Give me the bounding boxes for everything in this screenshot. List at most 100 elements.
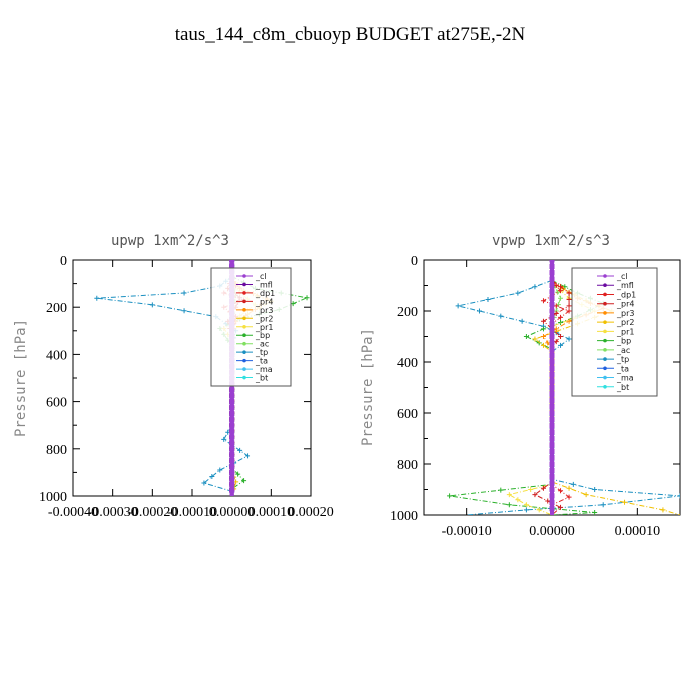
legend-marker (242, 308, 246, 312)
data-point (677, 493, 680, 499)
data-point (553, 283, 559, 288)
data-point (600, 502, 606, 508)
data-point (94, 295, 100, 301)
data-point (549, 289, 555, 295)
figure-title: taus_144_c8m_cbuoyp BUDGET at275E,-2N (175, 24, 526, 45)
data-point (229, 410, 235, 416)
data-point (549, 283, 555, 288)
series-line-bp (219, 276, 309, 496)
legend-label: _pr2 (255, 314, 273, 323)
data-point (506, 492, 512, 498)
y-tick-label: 400 (46, 348, 67, 363)
data-point (570, 481, 576, 487)
legend-marker (603, 329, 607, 334)
data-point (549, 404, 555, 410)
data-point (583, 492, 589, 498)
data-point (549, 416, 555, 422)
legend-marker (242, 333, 246, 338)
legend-marker (603, 375, 607, 380)
data-point (549, 321, 555, 327)
data-point (549, 455, 555, 461)
data-point (540, 334, 546, 339)
data-point (549, 308, 555, 314)
data-point (229, 387, 235, 393)
data-point (229, 487, 235, 493)
legend-label: _bt (616, 383, 629, 392)
data-point (549, 436, 555, 441)
legend-label: _mfl (616, 281, 634, 290)
y-tick-label: 800 (397, 458, 418, 473)
legend-marker (603, 311, 607, 315)
data-point (549, 365, 555, 371)
legend-marker (603, 338, 607, 343)
data-point (566, 494, 572, 500)
legend-marker (603, 301, 607, 306)
legend-label: _pr4 (616, 300, 634, 309)
y-tick-label: 600 (46, 396, 67, 411)
data-point (549, 493, 555, 499)
data-point (549, 429, 555, 435)
data-point (549, 442, 555, 448)
data-point (549, 346, 555, 352)
data-point (566, 308, 572, 314)
panel-title: vpwp 1xm^2/s^3 (492, 233, 610, 249)
legend-label: _pr4 (255, 297, 273, 306)
data-point (545, 498, 551, 504)
data-point (566, 318, 572, 324)
data-point (149, 302, 155, 308)
legend-marker (603, 384, 607, 389)
legend-marker (242, 282, 246, 287)
legend-label: _ta (616, 364, 629, 373)
legend-marker (242, 291, 246, 295)
data-point (558, 504, 564, 510)
data-point (566, 303, 572, 309)
data-point (181, 290, 187, 296)
data-point (558, 314, 564, 320)
data-point (515, 497, 521, 503)
data-point (532, 284, 538, 290)
y-tick-label: 800 (46, 443, 67, 458)
y-tick-label: 0 (60, 254, 67, 269)
data-point (498, 487, 504, 493)
data-point (229, 458, 235, 464)
series-line-tp (96, 276, 249, 496)
data-point (229, 446, 235, 452)
data-point (201, 480, 207, 486)
data-point (545, 340, 551, 346)
legend-marker (603, 292, 607, 297)
panel-title: upwp 1xm^2/s^3 (111, 233, 229, 249)
legend-label: _ma (616, 374, 634, 383)
data-point (592, 509, 598, 515)
data-point (549, 467, 555, 473)
data-point (229, 464, 235, 469)
x-tick-label: -0.00010 (167, 505, 217, 520)
legend-marker (242, 324, 246, 329)
data-point (229, 405, 235, 410)
x-tick-label: 0.00000 (209, 505, 255, 520)
x-tick-label: -0.00030 (88, 505, 138, 520)
legend-label: _cl (255, 272, 267, 281)
data-point (549, 378, 555, 384)
data-point (549, 372, 555, 378)
legend-label: _pr3 (255, 306, 273, 315)
data-point (532, 492, 538, 498)
data-point (235, 471, 241, 477)
data-point (506, 502, 512, 508)
data-point (558, 342, 564, 348)
legend-marker (603, 274, 607, 278)
data-point (523, 334, 529, 339)
data-point (229, 434, 235, 440)
data-point (523, 502, 529, 508)
y-tick-label: 1000 (390, 509, 418, 524)
legend-label: _ac (255, 340, 269, 349)
data-point (181, 308, 187, 314)
panel-2: vpwp 1xm^2/s^3 Pressure [hPa] 0 200 400 600 80… (360, 233, 681, 539)
data-point (553, 311, 559, 317)
data-point (515, 290, 521, 296)
data-point (229, 416, 235, 422)
data-point (553, 326, 559, 332)
data-point (549, 499, 555, 505)
data-point (540, 298, 546, 304)
x-tick-label: -0.00040 (48, 505, 98, 520)
data-point (553, 303, 559, 309)
